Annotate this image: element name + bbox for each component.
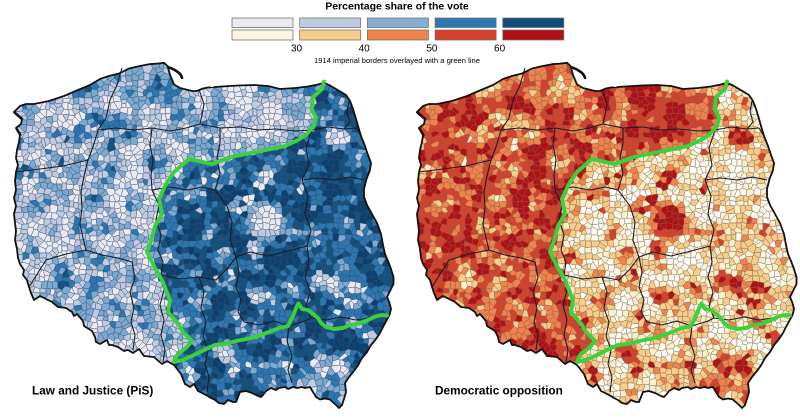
svg-text:1914 imperial borders overlaye: 1914 imperial borders overlayed with a g…: [314, 56, 480, 65]
svg-text:30: 30: [291, 44, 303, 55]
svg-text:60: 60: [494, 44, 506, 55]
svg-text:50: 50: [426, 44, 438, 55]
svg-text:Law and Justice (PiS): Law and Justice (PiS): [32, 383, 153, 397]
svg-text:40: 40: [359, 44, 371, 55]
svg-text:Democratic opposition: Democratic opposition: [435, 383, 563, 397]
svg-text:Percentage share of the vote: Percentage share of the vote: [325, 1, 469, 13]
